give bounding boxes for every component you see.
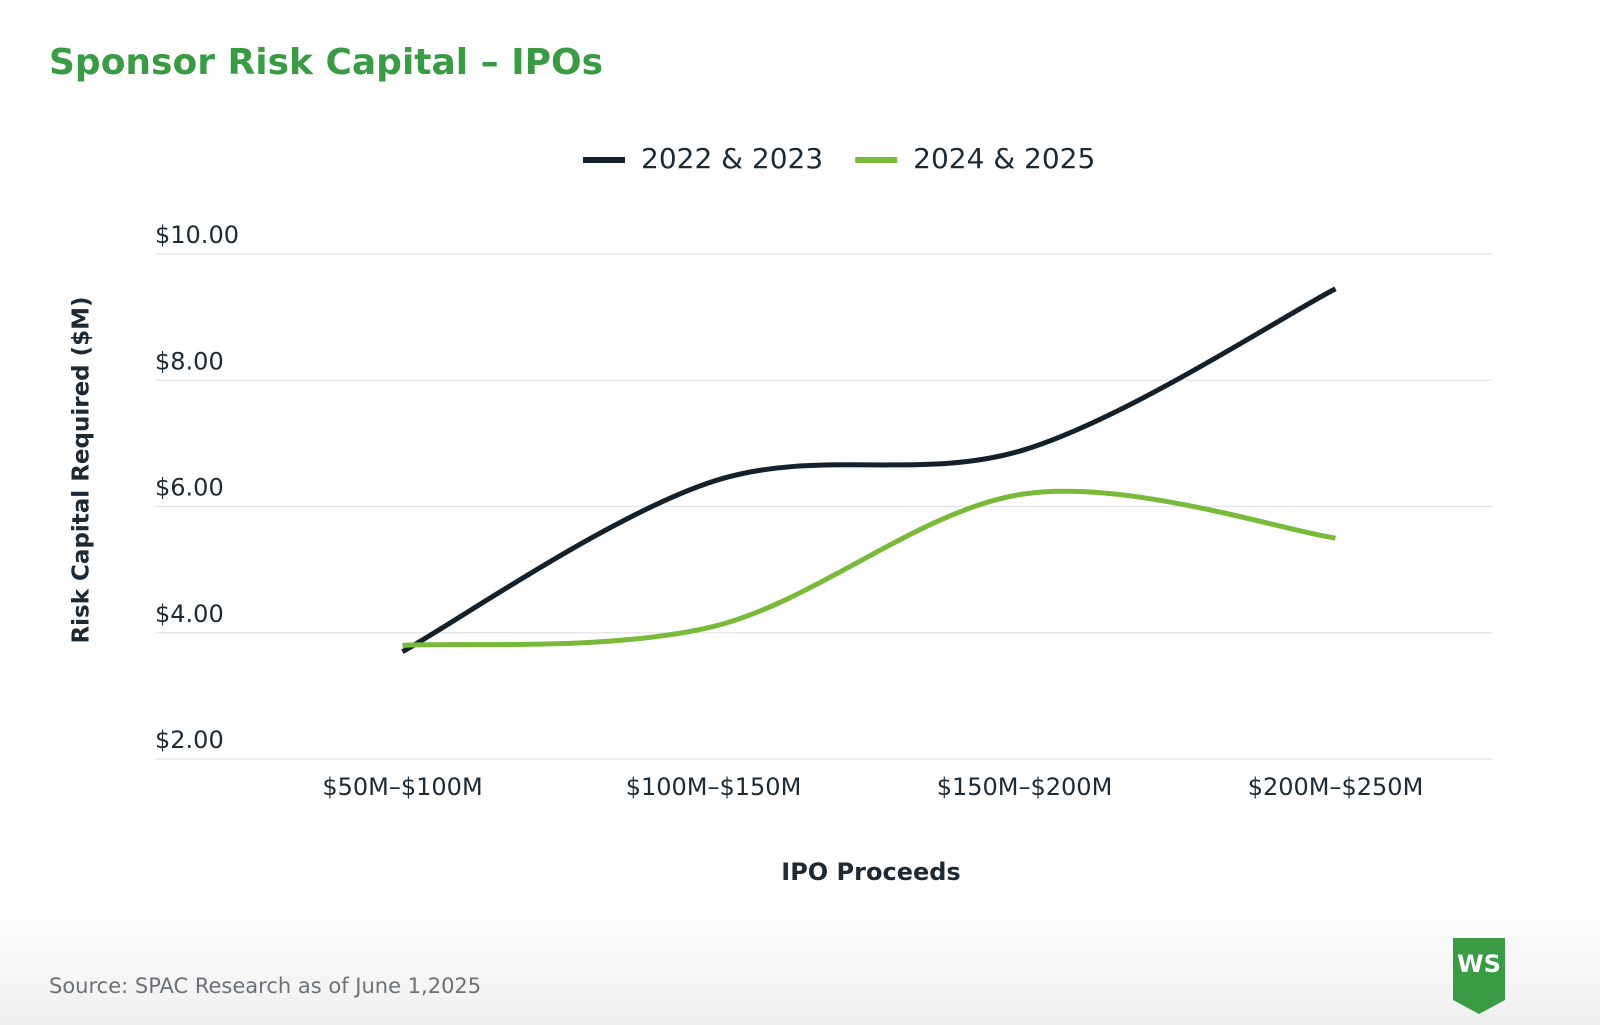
x-tick-label: $50M–$100M <box>322 773 482 801</box>
legend-label: 2022 & 2023 <box>641 142 823 175</box>
logo: WS <box>1453 938 1505 1014</box>
y-tick-label: $6.00 <box>155 474 224 502</box>
y-axis-label: Risk Capital Required ($M) <box>69 296 95 643</box>
logo-text: WS <box>1457 950 1501 978</box>
x-axis-label: IPO Proceeds <box>781 858 960 886</box>
series-line <box>402 488 1336 648</box>
footer-background <box>0 900 1600 1025</box>
x-tick-label: $200M–$250M <box>1248 773 1424 801</box>
legend-label: 2024 & 2025 <box>913 142 1095 175</box>
source-note: Source: SPAC Research as of June 1,2025 <box>49 974 481 998</box>
x-tick-label: $150M–$200M <box>937 773 1113 801</box>
series-line <box>401 286 1337 654</box>
logo-shield <box>1453 938 1505 1014</box>
y-tick-label: $8.00 <box>155 347 224 375</box>
y-tick-label: $10.00 <box>155 221 239 249</box>
x-tick-label: $100M–$150M <box>626 773 802 801</box>
y-tick-label: $2.00 <box>155 726 224 754</box>
y-tick-label: $4.00 <box>155 600 224 628</box>
chart-title: Sponsor Risk Capital – IPOs <box>49 42 603 83</box>
